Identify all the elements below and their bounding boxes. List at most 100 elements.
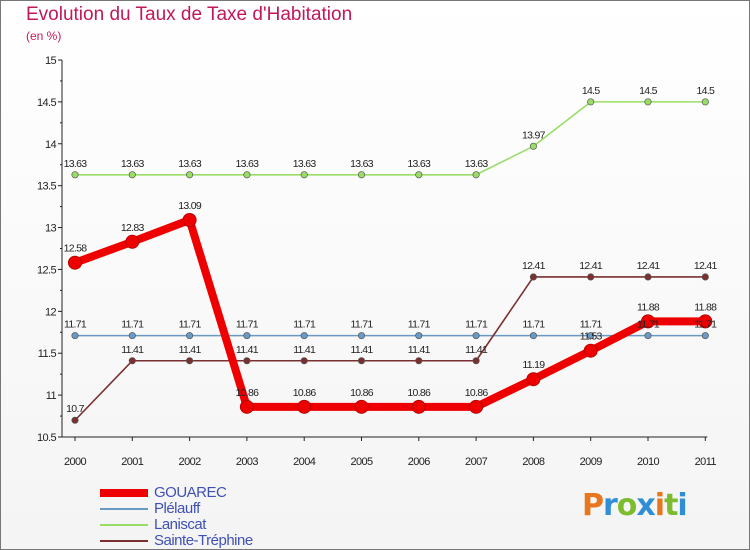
- x-tick-label-2004: 2004: [293, 456, 316, 468]
- data-label-gouarec-2005: 10.86: [350, 387, 374, 399]
- data-label-laniscat-2009: 14.5: [582, 85, 600, 97]
- point-sainte-trephine-2005: [357, 357, 366, 365]
- legend-item-sainte-trephine: Sainte-Tréphine: [100, 532, 320, 549]
- data-label-laniscat-2000: 13.63: [64, 158, 88, 170]
- data-label-gouarec-2008: 11.19: [522, 359, 545, 371]
- data-label-sainte-trephine-2005: 11.41: [351, 344, 374, 356]
- data-label-laniscat-2005: 13.63: [350, 158, 374, 170]
- y-tick-label-13: 13: [45, 223, 57, 235]
- data-label-plelauff-2005: 11.71: [351, 319, 374, 331]
- point-gouarec-2004: [297, 399, 312, 414]
- data-label-plelauff-2009: 11.71: [580, 319, 603, 331]
- data-label-gouarec-2001: 12.83: [121, 222, 145, 234]
- y-tick-label-13.5: 13.5: [37, 181, 56, 193]
- point-sainte-trephine-2006: [415, 357, 423, 365]
- legend: GOUAREC Plélauff Laniscat Sainte-Tréphin…: [100, 484, 320, 549]
- legend-label-laniscat: Laniscat: [154, 516, 206, 533]
- y-tick-label-12.5: 12.5: [37, 264, 56, 276]
- point-plelauff-2001: [128, 332, 136, 340]
- y-tick-label-11.5: 11.5: [38, 348, 57, 360]
- point-plelauff-2005: [357, 332, 366, 340]
- point-gouarec-2011: [698, 314, 713, 329]
- data-label-sainte-trephine-2011: 12.41: [694, 260, 718, 272]
- x-tick-label-2001: 2001: [121, 456, 144, 468]
- legend-item-gouarec: GOUAREC: [100, 484, 320, 501]
- data-label-laniscat-2011: 14.5: [696, 85, 714, 97]
- point-laniscat-2003: [243, 171, 251, 179]
- point-plelauff-2008: [529, 332, 537, 340]
- y-tick-label-15: 15: [45, 55, 57, 67]
- data-label-plelauff-2011: 11.71: [694, 319, 717, 331]
- point-sainte-trephine-2000: [71, 416, 79, 424]
- legend-item-laniscat: Laniscat: [100, 516, 320, 533]
- x-tick-label-2006: 2006: [408, 456, 431, 468]
- point-gouarec-2007: [469, 399, 484, 414]
- data-label-plelauff-2008: 11.71: [522, 319, 545, 331]
- legend-label-gouarec: GOUAREC: [154, 484, 227, 501]
- point-sainte-trephine-2011: [701, 273, 709, 281]
- point-laniscat-2007: [472, 171, 480, 179]
- chart-subtitle: (en %): [26, 29, 62, 43]
- data-label-plelauff-2006: 11.71: [408, 319, 431, 331]
- data-label-plelauff-2004: 11.71: [293, 319, 316, 331]
- point-sainte-trephine-2009: [587, 273, 595, 281]
- point-sainte-trephine-2003: [243, 357, 251, 365]
- point-laniscat-2009: [587, 98, 595, 106]
- point-sainte-trephine-2001: [128, 357, 136, 365]
- point-plelauff-2006: [415, 332, 423, 340]
- data-label-gouarec-2000: 12.58: [64, 243, 88, 255]
- data-label-laniscat-2008: 13.97: [522, 129, 546, 141]
- data-label-gouarec-2010: 11.88: [637, 301, 660, 313]
- data-label-sainte-trephine-2009: 12.41: [579, 260, 603, 272]
- data-label-laniscat-2004: 13.63: [293, 158, 317, 170]
- point-plelauff-2003: [243, 332, 251, 340]
- point-plelauff-2002: [186, 332, 194, 340]
- data-label-plelauff-2007: 11.71: [465, 319, 488, 331]
- point-plelauff-2009: [587, 332, 595, 340]
- x-tick-label-2009: 2009: [580, 456, 603, 468]
- point-gouarec-2010: [641, 314, 655, 329]
- point-sainte-trephine-2008: [529, 273, 537, 281]
- y-tick-label-14: 14: [45, 139, 57, 151]
- point-laniscat-2008: [529, 142, 537, 150]
- point-laniscat-2002: [186, 171, 194, 179]
- point-gouarec-2000: [68, 255, 82, 270]
- data-label-laniscat-2003: 13.63: [236, 158, 260, 170]
- data-label-sainte-trephine-2010: 12.41: [637, 260, 661, 272]
- data-label-gouarec-2009: 11.53: [580, 331, 603, 343]
- x-tick-label-2005: 2005: [350, 456, 373, 468]
- point-laniscat-2011: [701, 98, 709, 106]
- legend-swatch-plelauff: [100, 508, 148, 510]
- point-plelauff-2007: [472, 332, 480, 340]
- point-laniscat-2005: [357, 171, 366, 179]
- data-label-sainte-trephine-2007: 11.41: [465, 344, 488, 356]
- data-label-gouarec-2007: 10.86: [465, 387, 489, 399]
- legend-label-sainte-trephine: Sainte-Tréphine: [154, 532, 253, 549]
- data-label-plelauff-2002: 11.71: [179, 319, 202, 331]
- point-laniscat-2004: [300, 171, 308, 179]
- x-tick-label-2007: 2007: [465, 456, 488, 468]
- point-plelauff-2010: [644, 332, 652, 340]
- data-label-laniscat-2002: 13.63: [178, 158, 202, 170]
- y-tick-label-11: 11: [46, 390, 57, 402]
- data-label-gouarec-2006: 10.86: [407, 387, 431, 399]
- point-gouarec-2002: [182, 213, 197, 228]
- x-tick-label-2000: 2000: [64, 456, 87, 468]
- y-tick-label-12: 12: [45, 306, 57, 318]
- point-plelauff-2000: [71, 332, 79, 340]
- data-label-sainte-trephine-2004: 11.41: [293, 344, 316, 356]
- series-line-laniscat: [74, 101, 707, 176]
- data-label-laniscat-2006: 13.63: [407, 158, 431, 170]
- legend-swatch-laniscat: [100, 524, 148, 526]
- point-laniscat-2006: [415, 171, 423, 179]
- point-gouarec-2005: [354, 399, 369, 414]
- point-sainte-trephine-2002: [186, 357, 194, 365]
- legend-label-plelauff: Plélauff: [154, 500, 200, 517]
- data-label-sainte-trephine-2000: 10.7: [66, 403, 84, 415]
- data-label-sainte-trephine-2008: 12.41: [522, 260, 546, 272]
- data-label-laniscat-2001: 13.63: [121, 158, 145, 170]
- data-label-laniscat-2007: 13.63: [465, 158, 489, 170]
- x-tick-label-2011: 2011: [695, 456, 717, 468]
